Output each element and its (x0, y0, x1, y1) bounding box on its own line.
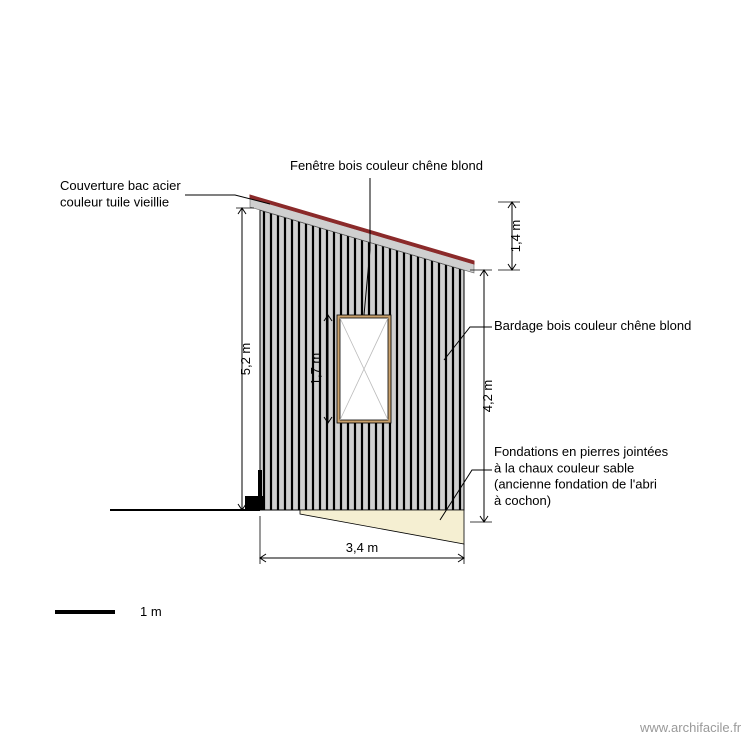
svg-text:1,7 m: 1,7 m (308, 353, 323, 386)
svg-text:3,4 m: 3,4 m (346, 540, 379, 555)
svg-text:Fenêtre bois couleur chêne blo: Fenêtre bois couleur chêne blond (290, 158, 483, 173)
svg-text:Fondations en pierres jointées: Fondations en pierres jointéesà la chaux… (494, 444, 669, 508)
svg-text:Bardage bois couleur chêne blo: Bardage bois couleur chêne blond (494, 318, 691, 333)
svg-text:1 m: 1 m (140, 604, 162, 619)
svg-text:4,2 m: 4,2 m (480, 380, 495, 413)
svg-text:www.archifacile.fr: www.archifacile.fr (639, 720, 742, 735)
svg-text:1,4 m: 1,4 m (508, 220, 523, 253)
svg-text:Couverture bac aciercouleur tu: Couverture bac aciercouleur tuile vieill… (60, 178, 181, 209)
svg-text:5,2 m: 5,2 m (238, 343, 253, 376)
